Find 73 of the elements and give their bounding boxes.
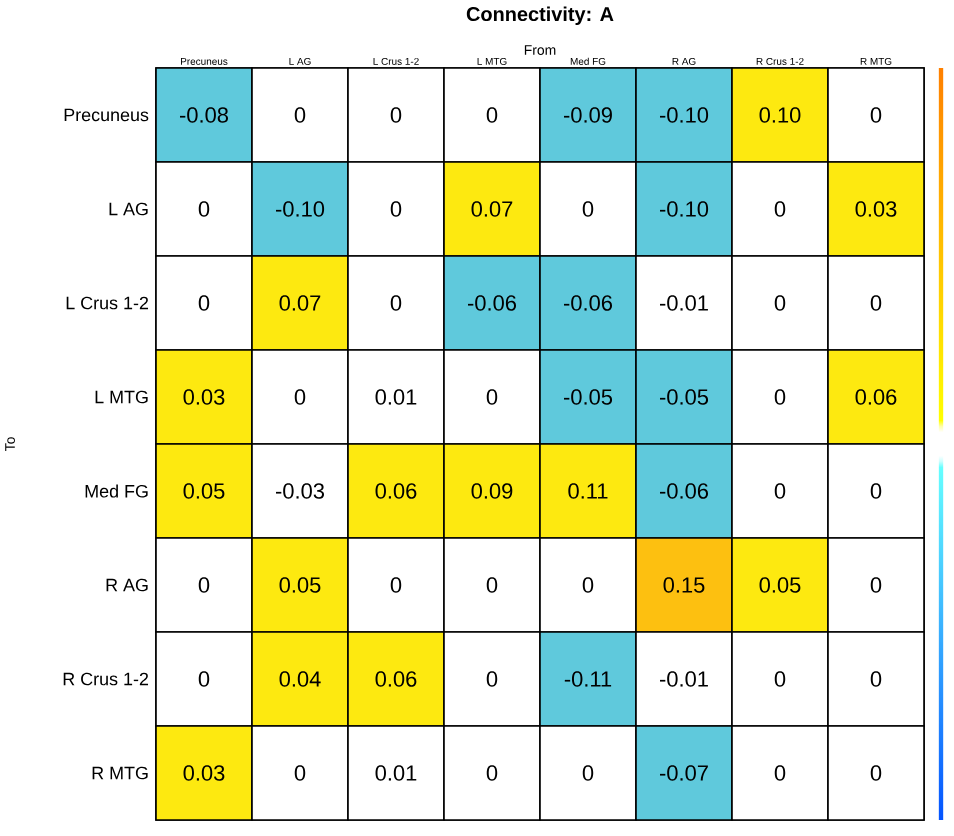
data-label: 0.11 bbox=[568, 483, 608, 499]
data-label: 0.07 bbox=[279, 295, 321, 311]
y-tick-label: R MTG bbox=[92, 766, 148, 780]
data-label: 0 bbox=[774, 295, 786, 311]
data-label: 0 bbox=[390, 201, 402, 217]
y-tick-label: R AG bbox=[106, 578, 148, 592]
data-label: 0.05 bbox=[759, 577, 801, 593]
data-label: 0 bbox=[294, 107, 306, 123]
data-label: 0 bbox=[870, 577, 882, 593]
data-label: 0 bbox=[582, 577, 594, 593]
data-label: -0.01 bbox=[659, 671, 708, 687]
data-label: 0.07 bbox=[471, 201, 513, 217]
data-label: 0 bbox=[198, 201, 210, 217]
data-label: -0.08 bbox=[179, 107, 229, 123]
data-label: 0 bbox=[870, 671, 882, 687]
data-label: 0 bbox=[870, 295, 882, 311]
data-label: 0 bbox=[486, 107, 498, 123]
y-tick-label: L AG bbox=[109, 202, 148, 216]
data-label: 0.06 bbox=[855, 389, 897, 405]
data-label: 0 bbox=[870, 483, 882, 499]
data-label: 0 bbox=[774, 765, 786, 781]
data-label: 0 bbox=[390, 107, 402, 123]
data-label: 0 bbox=[774, 389, 786, 405]
data-label: 0 bbox=[582, 201, 594, 217]
data-label: 0.09 bbox=[471, 483, 513, 499]
data-label: 0 bbox=[198, 295, 210, 311]
data-label: 0 bbox=[870, 107, 882, 123]
data-label: 0 bbox=[486, 577, 498, 593]
data-label: 0 bbox=[486, 671, 498, 687]
y-tick-label: L Crus 1-2 bbox=[66, 296, 149, 310]
data-label: 0.05 bbox=[183, 483, 225, 499]
data-label: 0 bbox=[294, 389, 306, 405]
data-label: -0.07 bbox=[659, 765, 708, 781]
data-label: -0.05 bbox=[659, 389, 709, 405]
data-label: -0.03 bbox=[275, 483, 325, 499]
data-label: -0.06 bbox=[467, 295, 517, 311]
data-label: 0.03 bbox=[183, 389, 225, 405]
data-label: 0 bbox=[774, 201, 786, 217]
data-label: 0.03 bbox=[183, 765, 225, 781]
data-label: 0.04 bbox=[279, 671, 321, 687]
chart-title: Connectivity: A bbox=[466, 6, 614, 25]
data-label: 0 bbox=[390, 577, 402, 593]
y-tick-label: Med FG bbox=[85, 484, 148, 498]
data-label: 0.10 bbox=[759, 107, 801, 123]
data-label: 0 bbox=[198, 671, 210, 687]
data-label: 0 bbox=[486, 389, 498, 405]
data-label: 0.05 bbox=[279, 577, 321, 593]
data-label: 0.06 bbox=[375, 483, 417, 499]
data-label: -0.09 bbox=[563, 107, 612, 123]
data-label: -0.06 bbox=[563, 295, 613, 311]
y-tick-label: R Crus 1-2 bbox=[63, 672, 149, 686]
data-label: -0.06 bbox=[659, 483, 709, 499]
data-label: 0.15 bbox=[663, 577, 705, 593]
data-label: 0.01 bbox=[375, 765, 417, 781]
y-tick-label: L MTG bbox=[95, 390, 148, 404]
data-label: 0 bbox=[486, 765, 498, 781]
data-label: 0 bbox=[390, 295, 402, 311]
data-label: -0.10 bbox=[659, 201, 709, 217]
data-label: 0 bbox=[198, 577, 210, 593]
data-label: 0 bbox=[870, 765, 882, 781]
data-label: 0.01 bbox=[375, 389, 417, 405]
data-label: -0.05 bbox=[563, 389, 613, 405]
data-label: -0.11 bbox=[564, 671, 612, 687]
data-label: 0 bbox=[582, 765, 594, 781]
data-label: -0.10 bbox=[275, 201, 325, 217]
data-label: 0 bbox=[774, 671, 786, 687]
data-label: -0.01 bbox=[659, 295, 708, 311]
data-label: 0.06 bbox=[375, 671, 417, 687]
data-label: 0.03 bbox=[855, 201, 897, 217]
data-label: -0.10 bbox=[659, 107, 709, 123]
data-label: 0 bbox=[774, 483, 786, 499]
y-tick-label: Precuneus bbox=[64, 108, 149, 122]
data-label: 0 bbox=[294, 765, 306, 781]
